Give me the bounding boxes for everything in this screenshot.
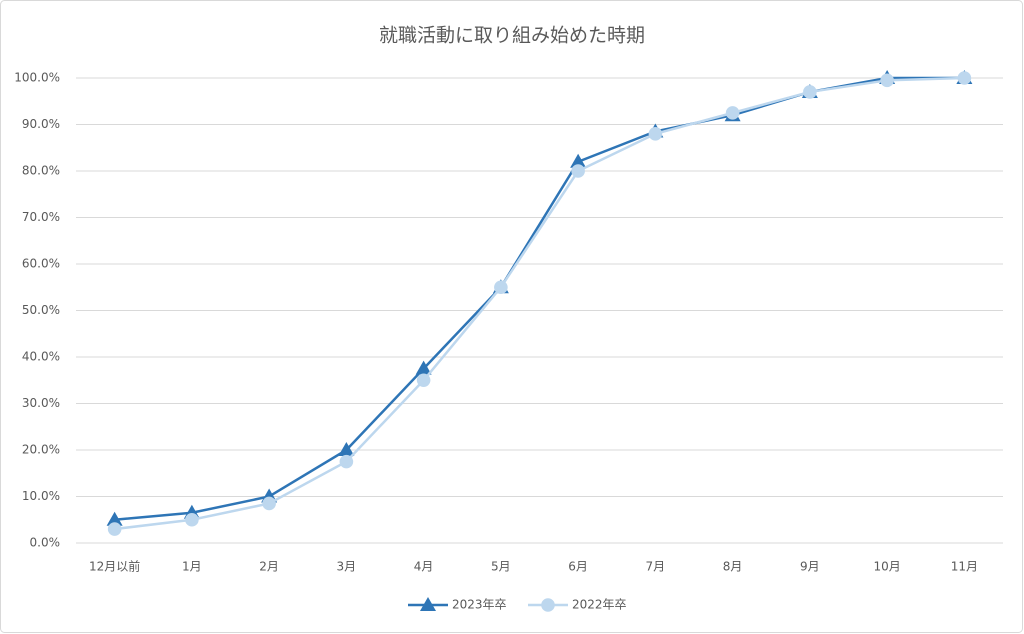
legend-label: 2023年卒 [452,598,507,612]
x-tick-label: 3月 [337,560,357,574]
marker [262,496,276,511]
y-tick-label: 80.0% [22,164,60,178]
x-tick-label: 10月 [873,560,900,574]
y-tick-label: 10.0% [22,489,60,503]
x-tick-label: 5月 [491,560,511,574]
y-tick-label: 60.0% [22,257,60,271]
marker [648,127,663,141]
x-tick-label: 12月以前 [89,559,140,574]
x-tick-label: 2月 [259,560,279,574]
marker [415,360,432,375]
x-tick-label: 4月 [414,560,434,574]
marker [957,71,972,85]
x-tick-label: 8月 [723,560,743,574]
y-tick-label: 20.0% [22,443,60,457]
marker [880,73,894,88]
y-tick-label: 40.0% [22,350,60,364]
marker [725,106,740,120]
y-tick-label: 90.0% [22,117,60,131]
x-tick-label: 9月 [800,560,820,574]
marker [803,85,817,99]
marker [185,512,199,527]
marker [106,511,123,526]
y-tick-label: 30.0% [22,396,60,410]
x-tick-label: 7月 [646,560,666,574]
marker [541,598,555,612]
legend-label: 2022年卒 [572,598,627,612]
marker [107,522,122,536]
y-tick-label: 50.0% [22,303,60,317]
marker [338,442,355,456]
marker [416,373,431,388]
series-line [114,76,965,531]
marker [494,280,508,295]
x-tick-label: 1月 [182,560,202,574]
y-tick-label: 100.0% [14,71,60,85]
chart-title: 就職活動に取り組み始めた時期 [379,25,645,47]
marker [571,164,585,178]
marker [420,597,436,611]
y-tick-label: 70.0% [22,210,60,224]
marker [570,153,587,168]
x-tick-label: 11月 [951,560,978,574]
y-tick-label: 0.0% [30,536,61,550]
marker [339,454,354,469]
x-tick-label: 6月 [568,560,588,574]
